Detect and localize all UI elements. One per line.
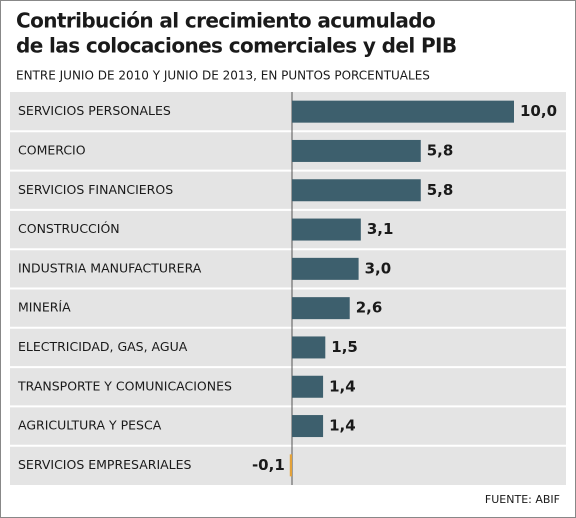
bar: [292, 257, 359, 280]
category-label: COMERCIO: [18, 142, 86, 157]
value-label: 3,1: [367, 220, 394, 238]
bar: [292, 218, 361, 241]
source: FUENTE: ABIF: [485, 493, 560, 506]
category-label: SERVICIOS EMPRESARIALES: [18, 457, 192, 472]
value-label: 1,5: [331, 338, 358, 356]
chart-title: Contribución al crecimiento acumulado: [16, 9, 435, 33]
value-label: 5,8: [427, 141, 454, 159]
category-label: INDUSTRIA MANUFACTURERA: [18, 260, 202, 275]
value-label: 2,6: [356, 299, 383, 317]
chart-subtitle: ENTRE JUNIO DE 2010 Y JUNIO DE 2013, EN …: [16, 69, 430, 83]
bar: [292, 415, 324, 438]
value-label: 5,8: [427, 181, 454, 199]
value-label: 1,4: [329, 377, 356, 395]
category-label: SERVICIOS FINANCIEROS: [18, 182, 173, 197]
value-label: -0,1: [252, 456, 285, 474]
category-label: SERVICIOS PERSONALES: [18, 103, 171, 118]
category-label: CONSTRUCCIÓN: [18, 221, 120, 236]
value-label: 3,0: [365, 259, 392, 277]
category-label: AGRICULTURA Y PESCA: [18, 418, 162, 433]
category-label: TRANSPORTE Y COMUNICACIONES: [17, 378, 232, 393]
bar: [292, 139, 421, 162]
chart-title: de las colocaciones comerciales y del PI…: [16, 34, 457, 58]
bar: [292, 100, 514, 123]
bar: [292, 297, 350, 320]
value-label: 1,4: [329, 417, 356, 435]
category-label: ELECTRICIDAD, GAS, AGUA: [18, 339, 188, 354]
category-label: MINERÍA: [18, 300, 71, 315]
bar: [289, 454, 292, 477]
bar: [292, 375, 324, 398]
value-label: 10,0: [520, 102, 557, 120]
bar: [292, 179, 421, 202]
bar: [292, 336, 326, 359]
